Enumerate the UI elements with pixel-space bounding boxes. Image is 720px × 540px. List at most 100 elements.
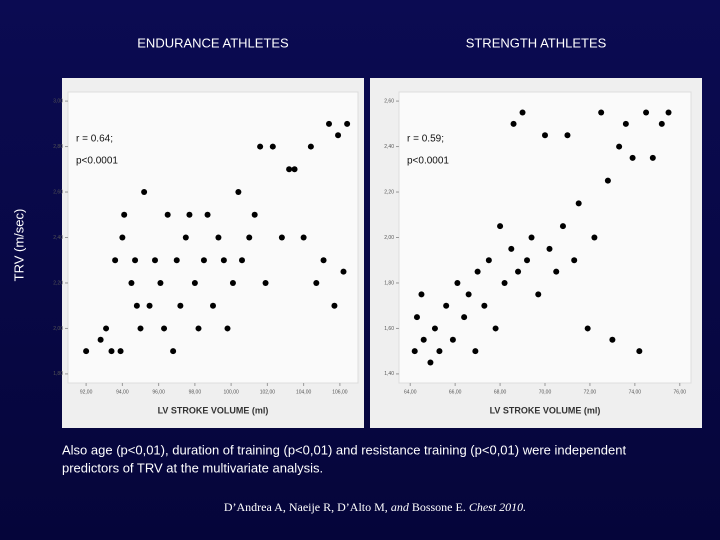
point [229, 279, 236, 286]
point [497, 223, 504, 230]
point [300, 234, 307, 241]
x-tick-label: 100,00 [223, 389, 239, 395]
point [508, 245, 515, 252]
x-tick-label: 98,00 [189, 389, 202, 395]
point [239, 257, 245, 264]
point [461, 314, 468, 321]
point [559, 223, 566, 230]
citation: D’Andrea A, Naeije R, D’Alto M, and Boss… [224, 500, 526, 514]
point [164, 211, 171, 218]
point [427, 359, 434, 366]
plot-area [398, 91, 692, 384]
x-axis-label: LV STROKE VOLUME (ml) [490, 405, 601, 415]
point [200, 257, 207, 264]
point [133, 302, 140, 309]
point [97, 336, 104, 343]
y-tick-label: 2,00 [384, 235, 394, 241]
point [182, 234, 189, 241]
plot-area [67, 91, 359, 384]
citation-and: and [391, 500, 410, 514]
point [515, 268, 522, 275]
point [257, 143, 264, 150]
point [472, 348, 479, 355]
point [575, 200, 582, 207]
point [262, 279, 269, 286]
y-tick-label: 2,40 [384, 144, 394, 150]
point [636, 348, 643, 355]
point [492, 325, 499, 332]
chart-title: STRENGTH ATHLETES [466, 35, 607, 50]
point [418, 291, 425, 298]
y-tick-label: 2,80 [53, 144, 63, 150]
point [173, 257, 180, 264]
annotation: p<0.0001 [407, 156, 449, 167]
citation-last: Bossone E. [412, 500, 466, 514]
point [141, 189, 148, 196]
point [658, 120, 665, 127]
point [152, 257, 158, 264]
point [331, 302, 338, 309]
point [215, 234, 222, 241]
point [413, 314, 420, 321]
point [117, 348, 124, 355]
point [571, 257, 578, 264]
point [335, 132, 342, 139]
point [535, 291, 542, 298]
point [340, 268, 347, 275]
y-tick-label: 3,00 [53, 98, 63, 104]
x-tick-label: 76,00 [674, 389, 687, 395]
x-tick-label: 94,00 [116, 389, 129, 395]
point [132, 257, 139, 264]
x-tick-label: 72,00 [584, 389, 597, 395]
x-tick-label: 102,00 [260, 389, 276, 395]
point [137, 325, 144, 332]
point [326, 120, 332, 127]
y-tick-label: 2,20 [384, 189, 394, 195]
y-tick-label: 1,60 [384, 326, 394, 332]
point [436, 348, 443, 355]
x-tick-label: 96,00 [152, 389, 165, 395]
point [191, 279, 198, 286]
point [649, 154, 656, 161]
point [186, 211, 193, 218]
x-tick-label: 92,00 [80, 389, 93, 395]
point [83, 348, 90, 355]
point [251, 211, 258, 218]
y-tick-label: 2,40 [53, 235, 63, 241]
point [157, 279, 164, 286]
point [119, 234, 126, 241]
point [170, 348, 177, 355]
point [103, 325, 110, 332]
point [210, 302, 216, 309]
point [609, 336, 616, 343]
annotation: r = 0.64; [76, 134, 113, 145]
point [344, 120, 351, 127]
point [420, 336, 427, 343]
point [564, 132, 571, 139]
point [542, 132, 548, 139]
point [519, 109, 526, 116]
point [643, 109, 650, 116]
point [291, 166, 298, 173]
caption-line: Also age (p<0,01), duration of training … [62, 442, 626, 457]
point [204, 211, 211, 218]
citation-journal: Chest 2010. [469, 500, 526, 514]
point [161, 325, 168, 332]
point [235, 189, 242, 196]
y-tick-label: 1,40 [384, 371, 394, 377]
point [598, 109, 605, 116]
point [121, 211, 128, 218]
x-axis-label: LV STROKE VOLUME (ml) [158, 405, 269, 415]
x-tick-label: 106,00 [332, 389, 348, 395]
y-tick-label: 2,60 [53, 189, 63, 195]
point [286, 166, 293, 173]
caption-line: predictors of TRV at the multivariate an… [62, 460, 323, 475]
x-tick-label: 104,00 [296, 389, 312, 395]
point [528, 234, 535, 241]
point [195, 325, 202, 332]
point [112, 257, 119, 264]
x-tick-label: 70,00 [539, 389, 552, 395]
chart-title: ENDURANCE ATHLETES [137, 35, 289, 50]
